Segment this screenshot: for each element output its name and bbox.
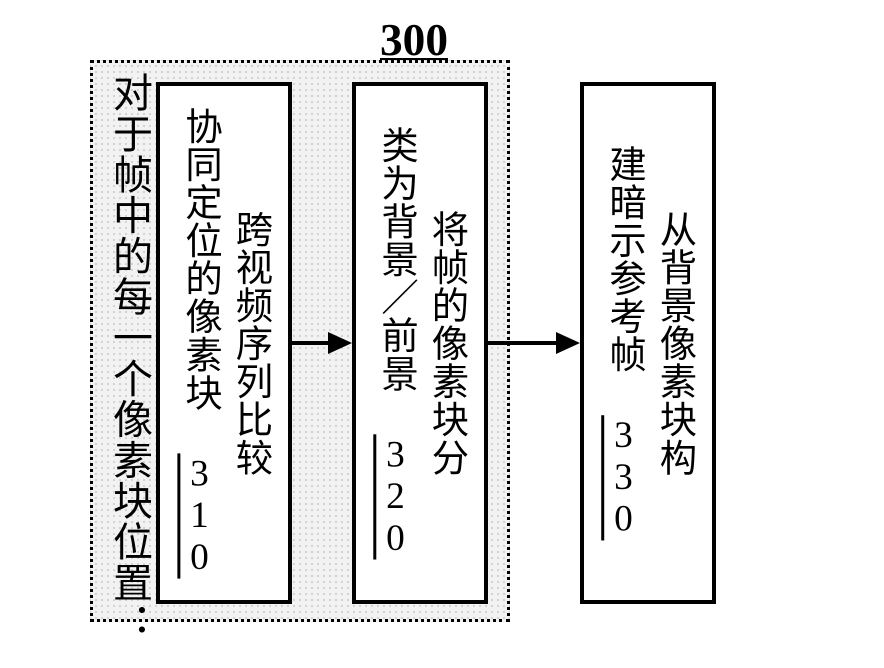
step-310-line2-prefix: 协同定位的像素块 xyxy=(179,107,220,412)
arrow-310-to-320 xyxy=(292,321,352,365)
step-320-line2-prefix: 类为背景／前景 xyxy=(375,126,416,393)
step-320: 将帧的像素块分 类为背景／前景 320 xyxy=(352,82,488,604)
step-310-ref: 310 xyxy=(179,454,220,579)
step-320-line1: 将帧的像素块分 xyxy=(425,210,466,477)
flowchart-canvas: 300 对于帧中的每一个像素块位置： 跨视频序列比较 协同定位的像素块 310 … xyxy=(0,0,884,668)
arrow-320-to-330 xyxy=(488,321,580,365)
step-330-line2-prefix: 建暗示参考帧 xyxy=(603,145,644,373)
step-330-ref: 330 xyxy=(603,415,644,540)
step-310: 跨视频序列比较 协同定位的像素块 310 xyxy=(156,82,292,604)
loop-caption: 对于帧中的每一个像素块位置： xyxy=(100,72,158,612)
step-310-line1: 跨视频序列比较 xyxy=(229,210,270,477)
step-330-line1: 从背景像素块构 xyxy=(653,210,694,477)
step-320-ref: 320 xyxy=(375,435,416,560)
step-320-text: 将帧的像素块分 类为背景／前景 320 xyxy=(370,126,471,560)
figure-number: 300 xyxy=(380,14,448,66)
step-330-text: 从背景像素块构 建暗示参考帧 330 xyxy=(598,145,699,540)
step-330: 从背景像素块构 建暗示参考帧 330 xyxy=(580,82,716,604)
step-310-text: 跨视频序列比较 协同定位的像素块 310 xyxy=(174,107,275,579)
